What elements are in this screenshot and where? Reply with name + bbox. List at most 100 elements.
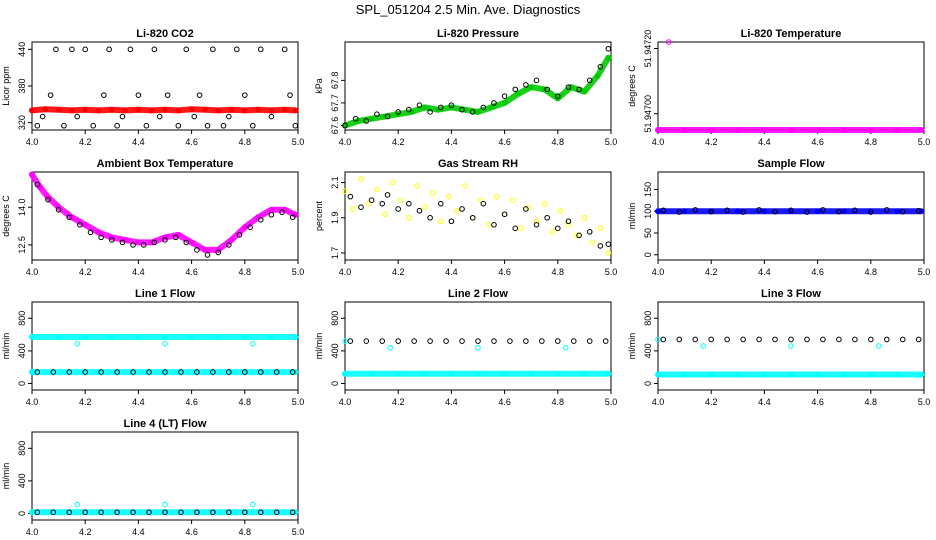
data-point (398, 197, 404, 203)
x-tick-label: 4.2 (705, 137, 718, 147)
data-point (226, 113, 232, 120)
data-point (29, 509, 35, 516)
x-tick-label: 4.6 (811, 267, 824, 277)
data-point (761, 127, 768, 133)
data-point (868, 336, 874, 343)
data-point (395, 109, 402, 115)
x-tick-label: 4.8 (865, 137, 878, 147)
data-point (459, 106, 465, 113)
data-point (475, 109, 481, 115)
data-point (368, 370, 375, 377)
x-tick-label: 4.0 (652, 267, 665, 277)
x-tick-label: 4.4 (758, 397, 771, 407)
data-point (188, 239, 195, 246)
data-point (665, 39, 672, 45)
data-point (565, 84, 572, 90)
data-point (242, 369, 248, 375)
data-point (39, 113, 46, 120)
x-tick-label: 4.8 (865, 397, 878, 407)
data-point (114, 369, 120, 375)
data-point (416, 207, 423, 214)
data-point (772, 336, 778, 343)
data-point (374, 186, 380, 193)
data-point (135, 92, 142, 98)
data-point (87, 229, 94, 236)
data-point (55, 206, 62, 213)
data-point (448, 218, 455, 225)
x-tick-label: 4.0 (339, 267, 352, 277)
data-point (586, 229, 593, 235)
data-point (151, 46, 158, 53)
data-point (135, 334, 142, 340)
data-point (143, 122, 150, 129)
data-point (576, 232, 582, 239)
data-point (899, 208, 906, 215)
chart-8: Line 2 Flow ml/min 4.0 4.2 4.4 4.6 4.8 5.0 0 400 8… (314, 288, 617, 407)
data-point (655, 208, 661, 215)
data-point (565, 222, 572, 228)
data-point (130, 242, 136, 248)
data-point (236, 232, 243, 238)
y-tick-label: 0 (17, 381, 27, 386)
plot-frame (344, 171, 612, 261)
plot-frame (344, 301, 612, 391)
data-point (597, 64, 604, 70)
data-point (918, 371, 925, 378)
x-tick-label: 4.2 (79, 267, 92, 277)
data-point (55, 107, 62, 113)
data-point (576, 86, 582, 93)
data-point (814, 127, 821, 133)
x-tick-label: 4.4 (758, 267, 771, 277)
data-point (820, 336, 826, 343)
data-point (175, 122, 182, 129)
data-point (740, 209, 746, 215)
x-tick-label: 4.4 (758, 137, 771, 147)
x-tick-label: 4.0 (339, 137, 352, 147)
x-tick-label: 4.4 (445, 137, 458, 147)
data-point (491, 338, 497, 344)
data-point (183, 239, 190, 246)
data-point (501, 100, 508, 106)
data-point (475, 370, 481, 377)
x-tick-label: 4.6 (498, 137, 511, 147)
x-tick-label: 4.0 (652, 397, 665, 407)
data-point (178, 369, 184, 375)
data-point (130, 369, 136, 375)
data-point (655, 371, 661, 378)
data-point (469, 109, 476, 115)
x-tick-label: 4.0 (652, 137, 665, 147)
x-tick-label: 4.8 (239, 527, 252, 537)
data-point (268, 334, 275, 340)
data-point (724, 336, 730, 343)
data-point (178, 509, 184, 516)
data-point (122, 107, 128, 114)
data-point (384, 113, 391, 120)
data-point (660, 207, 667, 214)
data-point (98, 369, 104, 375)
y-tick-label: 12.5 (17, 236, 27, 254)
data-point (528, 84, 535, 90)
x-tick-label: 4.6 (811, 137, 824, 147)
data-point (61, 122, 67, 129)
x-tick-label: 5.0 (918, 397, 931, 407)
data-point (379, 338, 386, 344)
data-point (573, 232, 580, 239)
data-point (45, 196, 51, 203)
data-point (90, 122, 96, 129)
series-avg-low (29, 369, 299, 376)
chart-title: Li-820 Pressure (437, 28, 519, 40)
y-tick-label: 380 (17, 78, 27, 93)
data-point (347, 338, 354, 344)
data-point (257, 46, 264, 53)
data-point (175, 107, 182, 114)
chart-title: Li-820 Temperature (741, 28, 842, 40)
series-samples (34, 181, 296, 258)
data-point (681, 127, 688, 133)
data-point (841, 371, 848, 378)
data-point (188, 106, 195, 113)
data-point (215, 334, 221, 340)
y-tick-label: 0 (330, 381, 340, 386)
data-point (544, 214, 550, 221)
data-point (162, 369, 168, 375)
series-band (29, 171, 299, 253)
